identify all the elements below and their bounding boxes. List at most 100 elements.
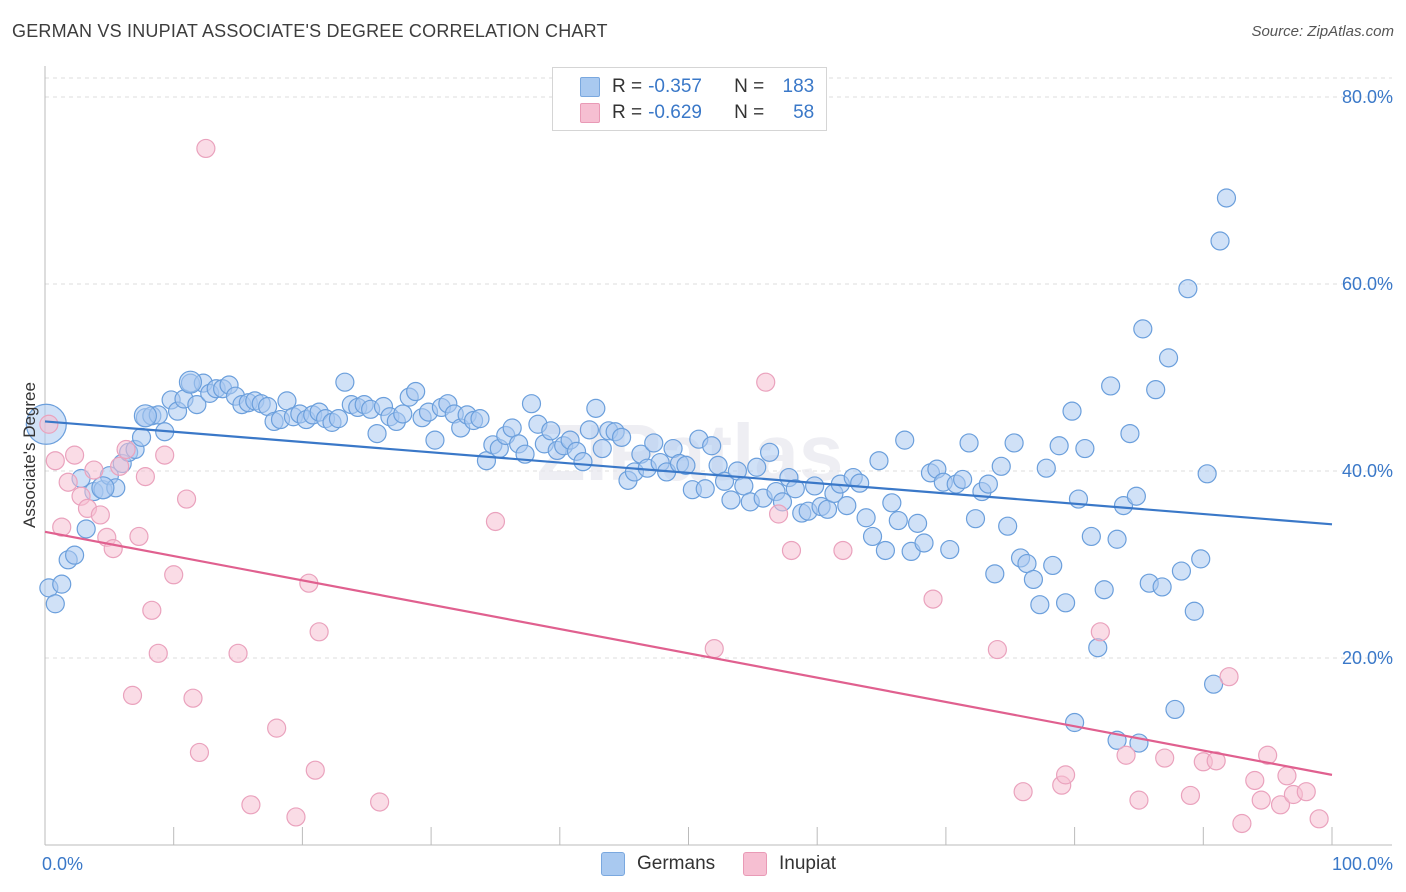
data-point: [425, 430, 445, 450]
legend-swatch-germans: [580, 77, 600, 97]
series-germans: [25, 188, 1237, 753]
data-point: [1036, 458, 1056, 478]
data-point: [1180, 785, 1201, 806]
data-point: [833, 540, 853, 561]
data-point: [91, 476, 115, 500]
data-point: [470, 409, 490, 429]
data-point: [991, 456, 1011, 476]
data-point: [1203, 674, 1224, 694]
data-point: [45, 594, 65, 614]
data-point: [189, 742, 210, 763]
x-tick-label: 100.0%: [1332, 854, 1393, 874]
data-point: [1197, 464, 1217, 484]
data-point: [1155, 748, 1175, 768]
data-point: [888, 510, 908, 531]
trend-lines: [44, 420, 1333, 776]
data-point: [1277, 766, 1297, 786]
y-tick-labels: 20.0% 40.0% 60.0% 80.0%: [1342, 87, 1393, 668]
data-point: [142, 600, 162, 620]
data-point: [907, 513, 928, 533]
data-point: [985, 564, 1005, 584]
data-point: [328, 409, 349, 429]
data-point: [987, 639, 1007, 660]
data-point: [856, 508, 876, 528]
legend-r-value: -0.357: [648, 76, 702, 97]
data-point: [837, 495, 857, 516]
data-point: [1062, 401, 1082, 421]
data-point: [309, 622, 329, 642]
x-tick-labels: 0.0% 100.0%: [42, 854, 1393, 874]
y-tick-label: 60.0%: [1342, 274, 1393, 294]
data-point: [541, 421, 561, 441]
data-point: [305, 760, 325, 780]
data-point: [768, 504, 789, 524]
legend-n-value: 183: [782, 76, 815, 97]
data-point: [862, 526, 883, 547]
data-point: [370, 792, 390, 812]
data-point: [1191, 549, 1211, 569]
axes: [44, 66, 1392, 846]
data-point: [65, 545, 85, 565]
trend-line-inupiat: [44, 530, 1333, 776]
data-point: [875, 540, 896, 561]
legend-r-label: R =: [612, 102, 643, 123]
data-point: [406, 381, 426, 402]
data-point: [1049, 436, 1069, 456]
data-point: [1094, 580, 1114, 600]
legend-box: R = -0.357 N = 183 R = -0.629 N = 58: [552, 67, 827, 131]
data-point: [58, 472, 78, 492]
data-point: [148, 643, 168, 663]
data-point: [84, 460, 104, 480]
data-point: [959, 433, 979, 453]
data-point: [76, 519, 96, 539]
data-point: [1013, 782, 1033, 802]
data-point: [1232, 813, 1252, 834]
legend-row-inupiat: R = -0.629 N = 58: [553, 100, 814, 126]
data-point: [1126, 486, 1146, 506]
data-point: [1064, 712, 1085, 733]
data-point: [1158, 348, 1179, 368]
data-point: [805, 476, 825, 496]
data-point: [1023, 569, 1044, 590]
data-point: [241, 795, 261, 815]
data-point: [393, 404, 413, 424]
legend-r-label: R =: [612, 76, 643, 97]
data-point: [164, 565, 184, 585]
data-point: [1219, 667, 1239, 687]
data-point: [1090, 622, 1110, 642]
data-point: [286, 807, 306, 827]
data-point: [721, 490, 741, 510]
data-point: [676, 455, 696, 475]
trend-line-germans: [44, 420, 1333, 526]
bottom-legend: Germans Inupiat: [0, 852, 1406, 878]
legend-n-value: 58: [793, 102, 815, 123]
data-point: [1270, 795, 1291, 815]
data-point: [895, 430, 915, 450]
data-point: [1146, 380, 1166, 400]
data-point: [335, 372, 355, 392]
legend-swatch-inupiat: [580, 103, 600, 123]
data-point: [1113, 495, 1134, 516]
bottom-legend-inupiat: Inupiat: [743, 852, 836, 876]
data-point: [196, 138, 216, 159]
data-point: [1081, 526, 1101, 547]
data-point: [579, 420, 600, 440]
data-point: [52, 517, 72, 537]
series-inupiat: [39, 138, 1329, 834]
data-point: [116, 439, 136, 460]
data-point: [704, 639, 724, 659]
data-point: [1088, 638, 1108, 658]
data-point: [1184, 601, 1204, 621]
y-axis-label: Associate's Degree: [20, 382, 39, 528]
data-point: [923, 589, 943, 609]
data-point: [592, 438, 612, 459]
data-point: [131, 427, 152, 447]
data-point: [129, 526, 149, 547]
legend-n-label: N =: [734, 76, 765, 97]
data-point: [1120, 424, 1140, 444]
data-point: [1210, 231, 1230, 251]
data-point: [914, 533, 934, 553]
bottom-legend-label-germans: Germans: [637, 853, 716, 874]
chart-source: Source: ZipAtlas.com: [1251, 23, 1394, 40]
